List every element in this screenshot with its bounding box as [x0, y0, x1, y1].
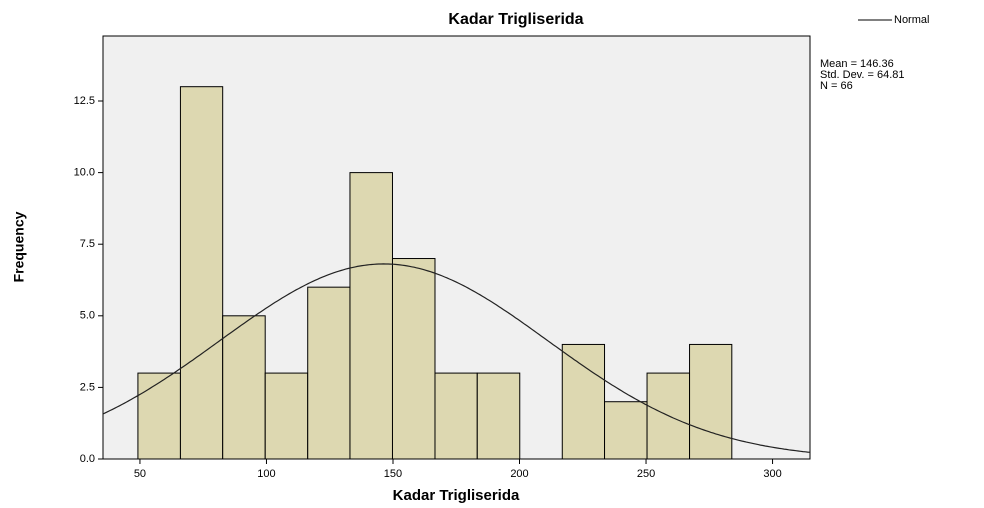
x-axis-label: Kadar Trigliserida [393, 487, 520, 504]
stat-label: Std. Dev. = 64.81 [820, 69, 905, 81]
bar [689, 343, 733, 460]
y-axis-label: Frequency [11, 211, 27, 282]
chart-title: Kadar Trigliserida [448, 11, 583, 28]
x-tick-label: 150 [384, 468, 402, 480]
bar [561, 343, 606, 460]
bar [179, 86, 224, 460]
bar [646, 372, 691, 460]
y-tick-label: 5.0 [80, 310, 95, 322]
y-tick-label: 7.5 [80, 238, 95, 250]
bar [349, 172, 393, 460]
y-tick-label: 0.0 [80, 453, 95, 465]
stat-label: N = 66 [820, 80, 853, 92]
x-tick-label: 300 [763, 468, 781, 480]
bar [222, 315, 266, 460]
x-tick-label: 50 [134, 468, 146, 480]
bar [137, 372, 181, 460]
normal-curve [102, 263, 811, 453]
x-tick-label: 200 [510, 468, 528, 480]
bar [307, 286, 351, 460]
bar [476, 372, 521, 460]
bar [604, 401, 648, 460]
y-tick-label: 12.5 [74, 95, 95, 107]
y-tick-label: 2.5 [80, 381, 95, 393]
legend-label: Normal [894, 14, 929, 26]
stat-label: Mean = 146.36 [820, 58, 894, 70]
x-tick-label: 100 [257, 468, 275, 480]
y-tick-label: 10.0 [74, 167, 95, 179]
x-tick-label: 250 [637, 468, 655, 480]
bar [391, 258, 436, 460]
bar [434, 372, 478, 460]
bar [264, 372, 309, 460]
